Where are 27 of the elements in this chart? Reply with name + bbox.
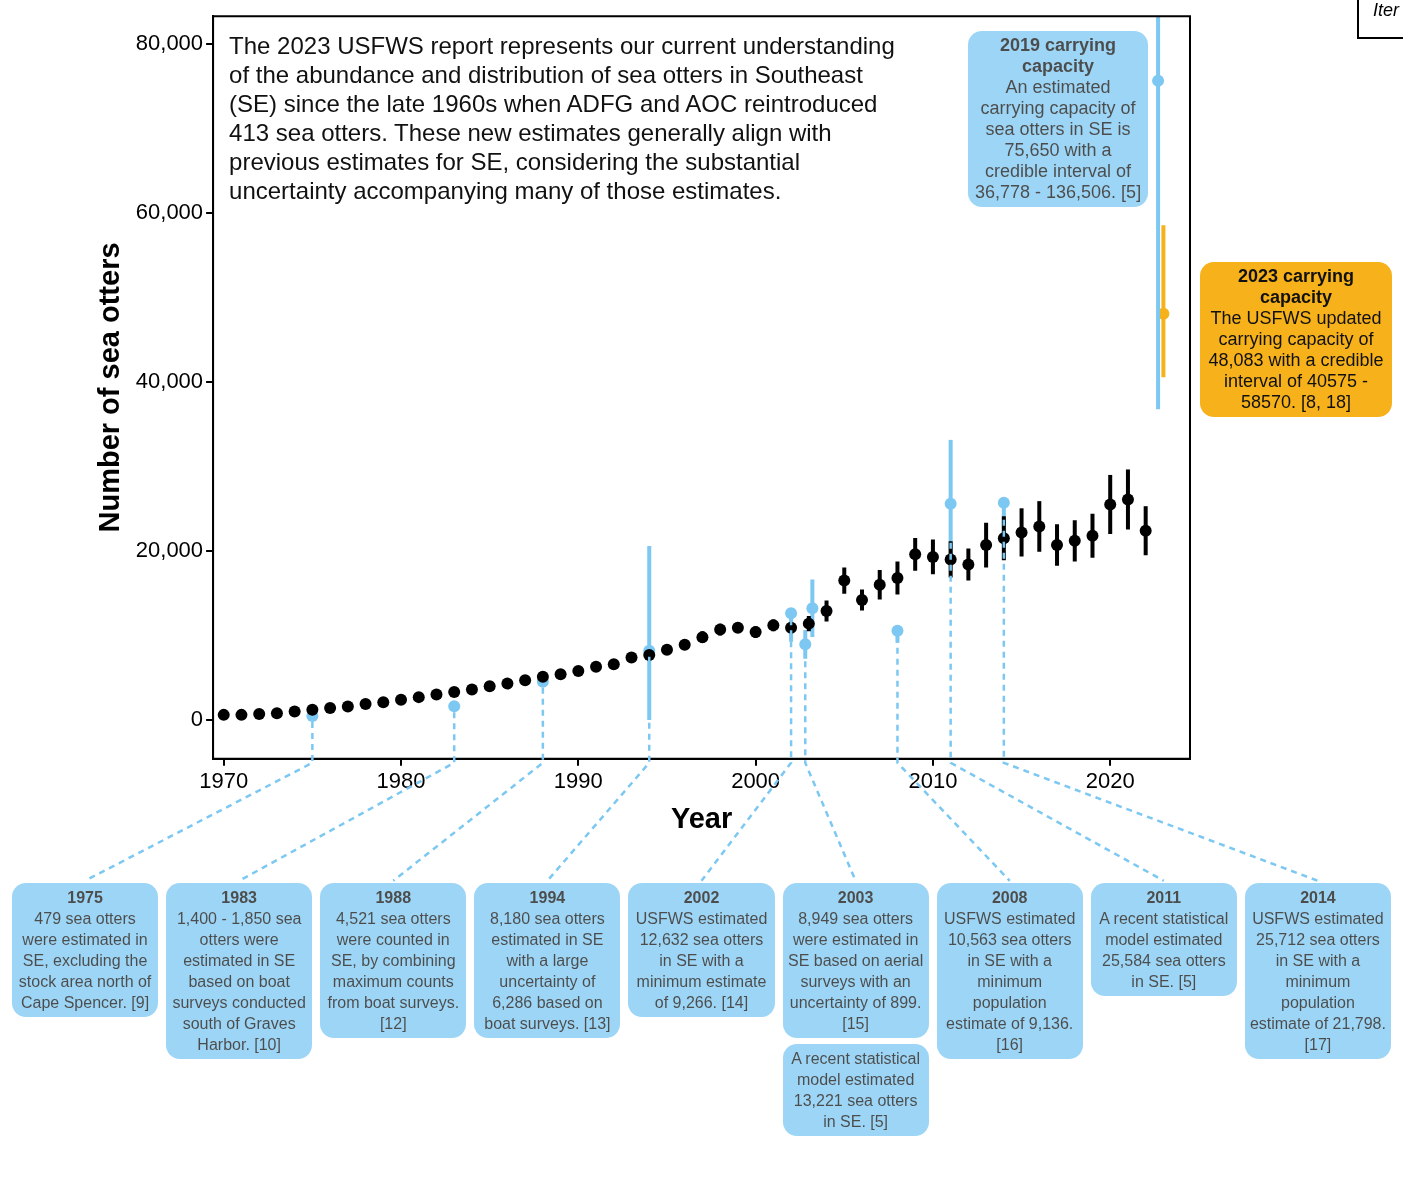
x-tick-label: 1970 [199,768,249,794]
text: A recent statistical model estimated 13,221 sea otters in SE. [5] [782,1044,929,1136]
x-tick-label: 2020 [1085,768,1135,794]
y-tick-label: 60,000 [135,199,204,225]
annotation: 1994 8,180 sea otters estimated in SE with a large uncertainty of 6,286 based on boat surveys. [13] [474,882,621,1038]
x-tick-label: 2010 [908,768,958,794]
annotation: 2014 USFWS estimated 25,712 sea otters in SE with a minimum population estimate of 21,798. [17] [1244,882,1391,1059]
x-tick-label: 1980 [376,768,426,794]
annotation: 1983 1,400 - 1,850 sea otters were estimated in SE based on boat surveys conducted south of Graves Harbor. [10] [166,882,313,1059]
annotation: 2011 A recent statistical model estimated 25,584 sea otters in SE. [5] [1090,882,1237,996]
y-tick-label: 0 [190,706,204,731]
annotation: 2023 carrying capacity The USFWS updated carrying capacity of 48,083 with a credible interval of 40575 - 58570. [8, 18] [1200,261,1392,417]
y-tick-label: 20,000 [135,537,204,563]
annotation: The 2023 USFWS report represents our current understanding of the abundance and distribution of sea otters in Southeast (SE) since the late 1960s when ADFG and AOC reintroduced 413 sea otters. These new estimates generally align with previous estimates for SE, considering the substantial uncertainty accompanying many of those estimates. [229,31,896,206]
annotation: 1988 4,521 sea otters were counted in SE, by combining maximum counts from boat surveys. [12] [320,882,467,1038]
x-tick-label: 1990 [553,768,603,794]
text: Iter [1356,0,1403,39]
y-tick-label: 80,000 [135,30,204,56]
annotation: 2019 carrying capacity An estimated carrying capacity of sea otters in SE is 75,650 with a credible interval of 36,778 - 136,506. [5] [968,31,1149,208]
x-tick-label: 2000 [731,768,781,794]
x-axis-title: Year [670,801,733,834]
annotation: 2008 USFWS estimated 10,563 sea otters in SE with a minimum population estimate of 9,136. [16] [936,882,1083,1059]
y-tick-label: 40,000 [135,368,204,394]
annotation: 2003 8,949 sea otters were estimated in SE based on aerial surveys with an uncertainty of 899. [15] [782,882,929,1038]
annotation: 2002 USFWS estimated 12,632 sea otters in SE with a minimum estimate of 9,266. [14] [628,882,775,1017]
y-axis-title: Number of sea otters [93,242,126,533]
annotation: 1975 479 sea otters were estimated in SE, excluding the stock area north of Cape Spencer. [9] [12,882,159,1017]
